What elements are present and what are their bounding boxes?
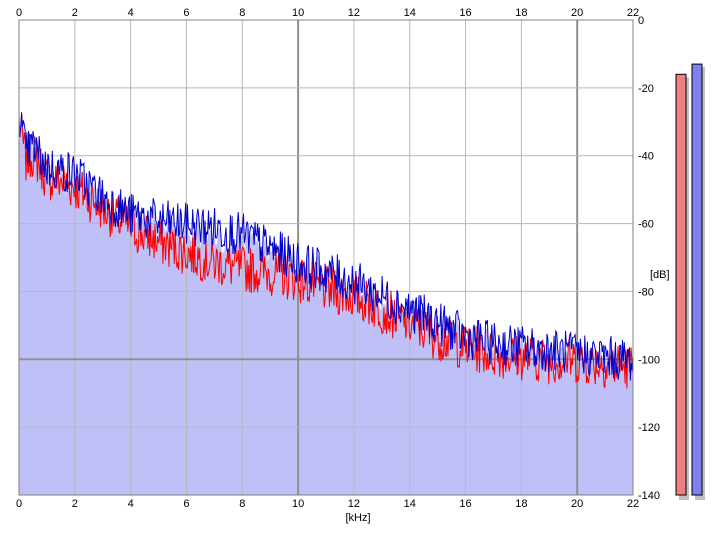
bottom-x-tick-label: 8 [239,498,245,510]
left-channel-line [18,111,634,389]
grid-layer [18,19,634,496]
y-tick-labels: 0 -20 -40 -60 -80 -100 -120 -140 [638,15,660,502]
bottom-x-tick-label: 14 [404,498,416,510]
bottom-x-tick-label: 0 [16,498,22,510]
bottom-x-tick-labels: 0 2 4 6 8 10 12 14 16 18 20 22 [16,498,639,510]
y-tick-label: -60 [638,219,654,231]
top-x-tick-label: 6 [183,7,189,19]
right-channel-line [18,113,634,381]
bottom-x-tick-label: 6 [183,498,189,510]
top-x-tick-label: 18 [515,7,527,19]
top-x-tick-label: 16 [459,7,471,19]
top-x-tick-label: 10 [292,7,304,19]
y-axis-label: [dB] [650,269,670,281]
level-meters [675,63,705,501]
y-tick-label: -80 [638,286,654,298]
bottom-x-tick-label: 22 [627,498,639,510]
y-tick-label: -40 [638,151,654,163]
top-x-tick-label: 2 [72,7,78,19]
spectrum-fill-layer [19,118,633,496]
level-meter-right [691,63,703,496]
top-x-tick-label: 22 [627,7,639,19]
y-tick-label: -20 [638,83,654,95]
top-x-tick-label: 12 [348,7,360,19]
y-tick-label: 0 [638,15,644,27]
plot-border [18,19,634,496]
y-tick-label: -120 [638,422,660,434]
bottom-x-tick-label: 4 [128,498,134,510]
bottom-x-tick-label: 20 [571,498,583,510]
top-x-tick-label: 20 [571,7,583,19]
x-axis-label: [kHz] [345,512,370,524]
top-x-tick-label: 0 [16,7,22,19]
bottom-x-tick-label: 18 [515,498,527,510]
level-meter-left [675,73,687,496]
bottom-x-tick-label: 16 [459,498,471,510]
bottom-x-tick-label: 2 [72,498,78,510]
bottom-x-tick-label: 10 [292,498,304,510]
top-x-tick-label: 14 [404,7,416,19]
top-x-tick-label: 4 [128,7,134,19]
top-x-tick-label: 8 [239,7,245,19]
bottom-x-tick-label: 12 [348,498,360,510]
top-x-tick-labels: 0 2 4 6 8 10 12 14 16 18 20 22 [16,7,639,19]
y-tick-label: -140 [638,490,660,502]
spectrum-fill-area [19,118,633,496]
series-layer [18,111,634,389]
y-tick-label: -100 [638,354,660,366]
